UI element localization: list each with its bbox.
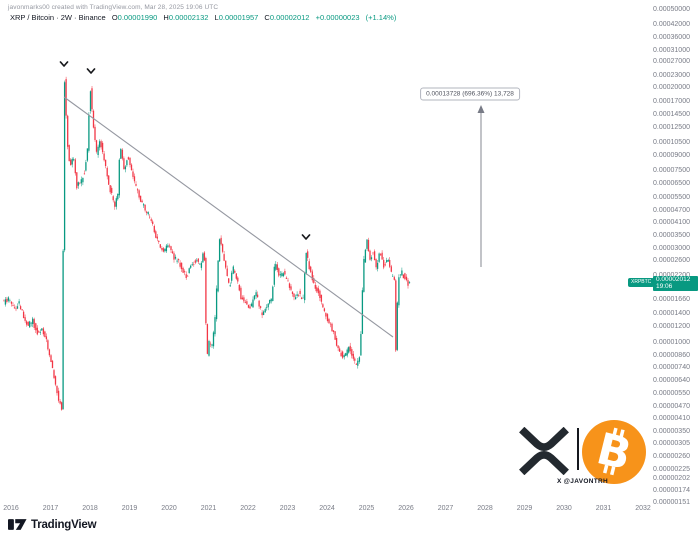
bitcoin-logo-icon: B — [582, 420, 646, 484]
price-axis-label: 0.00036000 — [653, 33, 690, 41]
xrp-logo-icon — [519, 427, 569, 475]
price-axis-label: 0.00005500 — [653, 193, 690, 201]
time-axis-label: 2023 — [279, 505, 296, 512]
price-axis-label: 0.00004700 — [653, 207, 690, 214]
time-axis-label: 2022 — [240, 505, 256, 512]
bar-countdown: 19:06 — [656, 282, 673, 290]
price-axis[interactable]: 0.00050000 0.00042000 0.00036000 0.00031000… — [650, 0, 698, 536]
price-axis-label: 0.00000225 — [653, 465, 690, 473]
price-axis-label: 0.00007500 — [653, 167, 690, 175]
price-axis-label: 0.00000350 — [653, 427, 690, 435]
time-axis-label: 2031 — [595, 505, 612, 512]
target-annotation-label[interactable]: 0.00013728 (696.36%) 13,728 — [420, 87, 520, 101]
price-axis-label: 0.00012500 — [653, 123, 690, 131]
price-label-tag: XRPBTC — [628, 278, 655, 288]
x-twitter-icon: X — [557, 478, 562, 485]
time-axis-label: 2026 — [398, 505, 414, 512]
time-axis-label: 2017 — [42, 505, 59, 512]
price-axis-label: 0.00004100 — [653, 218, 690, 226]
time-axis-label: 2032 — [635, 505, 651, 512]
time-axis-label: 2027 — [437, 505, 454, 512]
price-axis-label: 0.00017000 — [653, 97, 690, 105]
price-axis-label: 0.00000860 — [653, 351, 690, 359]
price-axis-label: 0.00000640 — [653, 376, 690, 384]
price-axis-label: 0.00002600 — [653, 257, 690, 265]
low-value: 0.00001957 — [218, 13, 259, 22]
price-axis-label: 0.00001660 — [653, 295, 690, 303]
logo-divider — [577, 428, 579, 470]
projection-arrow-head — [477, 105, 485, 113]
chevron-down-markers[interactable] — [59, 61, 311, 240]
change-percent: (+1.14%) — [365, 13, 397, 22]
price-axis-label: 0.00000305 — [653, 439, 690, 447]
price-axis-label: 0.00006500 — [653, 179, 690, 187]
price-axis-label: 0.00000151 — [653, 499, 690, 507]
price-axis-label: 0.00002200 — [653, 271, 690, 279]
price-axis-label: 0.00000174 — [653, 487, 690, 495]
change-value: +0.00000023 — [315, 13, 360, 22]
up-candle-wicks — [5, 80, 410, 410]
chart-pane[interactable] — [0, 0, 650, 517]
price-axis-label: 0.00000470 — [653, 402, 690, 410]
price-axis-label: 0.00050000 — [653, 6, 690, 13]
high-label: H — [163, 13, 169, 22]
price-axis-label: 0.00003500 — [653, 232, 690, 240]
attribution-watermark: javonmarks00 created with TradingView.co… — [8, 4, 219, 11]
price-axis-label: 0.00031000 — [653, 46, 690, 54]
price-axis-label: 0.00020000 — [653, 83, 690, 91]
time-axis[interactable]: 2016 2017 2018 2019 2020 2021 2022 2023 2024 2025… — [0, 505, 651, 517]
close-label: C — [264, 13, 270, 22]
time-axis-label: 2024 — [319, 505, 335, 512]
time-axis-label: 2020 — [161, 505, 177, 512]
time-axis-label: 2030 — [556, 505, 572, 512]
logo-block: B X @JAVONTRH — [510, 415, 655, 495]
price-axis-label: 0.00000410 — [653, 414, 690, 422]
price-axis-label: 0.00000550 — [653, 389, 690, 397]
price-axis-label: 0.00003000 — [653, 245, 690, 253]
price-axis-label: 0.00000202 — [653, 474, 690, 482]
price-axis-label: 0.00023000 — [653, 72, 690, 79]
last-price-label: 0.00002012 19:06 — [653, 276, 698, 292]
close-value: 0.00002012 — [269, 13, 310, 22]
time-axis-label: 2018 — [82, 505, 98, 512]
price-axis-label: 0.00001000 — [653, 338, 690, 346]
price-axis-label: 0.00009000 — [653, 151, 690, 159]
high-value: 0.00002132 — [168, 13, 209, 22]
price-axis-label: 0.00001200 — [653, 323, 690, 331]
price-axis-label: 0.00000260 — [653, 453, 690, 461]
time-axis-label: 2019 — [121, 505, 138, 512]
price-axis-label: 0.00010500 — [653, 138, 690, 146]
symbol-title: XRP / Bitcoin · 2W · Binance — [10, 13, 106, 22]
open-label: O — [111, 13, 118, 22]
social-handle: X @JAVONTRH — [530, 478, 635, 485]
price-axis-label: 0.00027000 — [653, 58, 690, 66]
tradingview-logo[interactable]: TradingView — [8, 517, 97, 532]
time-axis-label: 2021 — [200, 505, 217, 512]
low-label: L — [214, 13, 219, 22]
price-axis-label: 0.00000740 — [653, 364, 690, 372]
time-axis-label: 2029 — [516, 505, 533, 512]
tradingview-logo-icon — [8, 519, 27, 530]
price-axis-label: 0.00042000 — [653, 20, 690, 28]
price-axis-label: 0.00014500 — [653, 111, 690, 119]
tradingview-logo-text: TradingView — [31, 518, 97, 531]
symbol-header: XRP / Bitcoin · 2W · Binance O0.00001990… — [10, 13, 396, 22]
last-price-value: 0.00002012 — [656, 276, 691, 284]
time-axis-label: 2025 — [358, 505, 375, 512]
handle-text: @JAVONTRH — [563, 478, 608, 485]
price-axis-label: 0.00001400 — [653, 310, 690, 317]
open-value: 0.00001990 — [117, 13, 158, 22]
descending-trendline[interactable] — [63, 96, 394, 338]
time-axis-label: 2028 — [477, 505, 493, 512]
up-candle-bodies — [4, 82, 411, 410]
time-axis-label: 2016 — [3, 505, 19, 512]
